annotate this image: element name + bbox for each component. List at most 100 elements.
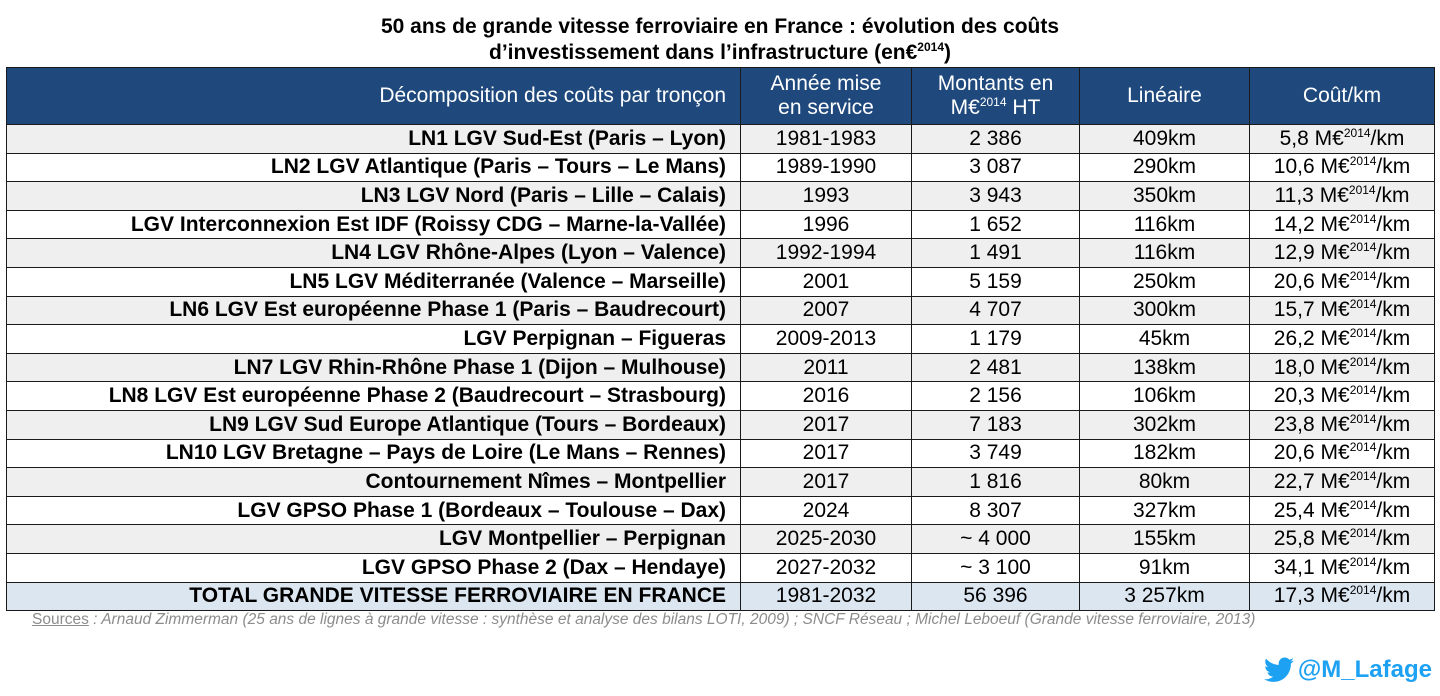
table-row: LN2 LGV Atlantique (Paris – Tours – Le M… — [6, 152, 1435, 183]
cell-year: 2009-2013 — [740, 324, 912, 354]
table-row: Contournement Nîmes – Montpellier 2017 1 8… — [6, 467, 1435, 497]
cost-value: 20,6 — [1273, 269, 1315, 293]
cost-unit: M€ — [1320, 469, 1350, 493]
cost-unit-sup: 2014 — [1349, 411, 1377, 426]
cost-unit-suffix: /km — [1376, 584, 1411, 608]
cell-year: 2001 — [740, 266, 912, 297]
cost-value: 14,2 — [1273, 212, 1315, 236]
cost-value: 20,6 — [1273, 441, 1315, 465]
cell-length: 300km — [1079, 295, 1250, 326]
cell-year: 1993 — [740, 181, 912, 211]
cell-year: 2007 — [740, 295, 912, 326]
header-amount-suffix: HT — [1006, 96, 1041, 119]
cell-year: 1981-1983 — [740, 124, 912, 154]
cell-length: 80km — [1079, 467, 1250, 497]
cell-length: 91km — [1079, 552, 1250, 583]
cell-year: 2025-2030 — [740, 524, 912, 554]
cost-unit: M€ — [1314, 126, 1344, 150]
cell-length: 302km — [1079, 409, 1250, 440]
table-row: LN3 LGV Nord (Paris – Lille – Calais) 199… — [6, 181, 1435, 211]
cell-amount: 3 749 — [911, 438, 1080, 469]
cell-cost-per-km: 17,3 M€2014/km — [1249, 581, 1435, 612]
cell-cost-per-km: 5,8 M€2014/km — [1249, 124, 1435, 154]
cell-length: 45km — [1079, 324, 1250, 354]
cost-unit-suffix: /km — [1376, 469, 1411, 493]
cell-section-name: LN4 LGV Rhône-Alpes (Lyon – Valence) — [6, 238, 741, 268]
cost-unit-sup: 2014 — [1349, 468, 1377, 483]
cell-year: 2016 — [740, 381, 912, 411]
cost-value: 34,1 — [1273, 555, 1315, 579]
cost-unit-sup: 2014 — [1349, 211, 1377, 226]
cost-value: 17,3 — [1273, 584, 1315, 608]
table-row: LN8 LGV Est européenne Phase 2 (Baudreco… — [6, 381, 1435, 411]
cell-section-name: LGV GPSO Phase 2 (Dax – Hendaye) — [6, 552, 741, 583]
cost-value: 26,2 — [1273, 326, 1315, 350]
cell-section-name: LN7 LGV Rhin-Rhône Phase 1 (Dijon – Mulh… — [6, 352, 741, 383]
cell-cost-per-km: 25,4 M€2014/km — [1249, 495, 1435, 526]
cost-unit-suffix: /km — [1370, 126, 1405, 150]
cell-year: 2027-2032 — [740, 552, 912, 583]
cost-unit-sup: 2014 — [1349, 383, 1377, 398]
twitter-handle: @M_Lafage — [1297, 656, 1432, 683]
cell-section-name: LN3 LGV Nord (Paris – Lille – Calais) — [6, 181, 741, 211]
cost-value: 22,7 — [1273, 469, 1315, 493]
header-year-line-2: en service — [778, 96, 874, 119]
table-row: LGV Perpignan – Figueras 2009-2013 1 179 45… — [6, 324, 1435, 354]
cell-length: 106km — [1079, 381, 1250, 411]
cell-amount: 1 816 — [911, 467, 1080, 497]
cell-section-name: LN9 LGV Sud Europe Atlantique (Tours – B… — [6, 409, 741, 440]
cost-unit: M€ — [1320, 269, 1350, 293]
cost-value: 5,8 — [1279, 126, 1309, 150]
cost-unit: M€ — [1320, 298, 1350, 322]
cell-section-name: LN2 LGV Atlantique (Paris – Tours – Le M… — [6, 152, 741, 183]
cell-cost-per-km: 20,3 M€2014/km — [1249, 381, 1435, 411]
cell-section-name: LGV Montpellier – Perpignan — [6, 524, 741, 554]
cell-section-name: LGV GPSO Phase 1 (Bordeaux – Toulouse – … — [6, 495, 741, 526]
cost-unit-suffix: /km — [1376, 441, 1411, 465]
cell-section-name: LN5 LGV Méditerranée (Valence – Marseill… — [6, 266, 741, 297]
cost-unit-suffix: /km — [1376, 555, 1411, 579]
cell-amount: 2 481 — [911, 352, 1080, 383]
cell-cost-per-km: 25,8 M€2014/km — [1249, 524, 1435, 554]
header-year-line-1: Année mise — [770, 72, 882, 95]
cost-value: 10,6 — [1273, 155, 1315, 179]
cost-unit-sup: 2014 — [1349, 526, 1377, 541]
cell-length: 3 257km — [1079, 581, 1250, 612]
cell-cost-per-km: 10,6 M€2014/km — [1249, 152, 1435, 183]
cell-amount: ~ 4 000 — [911, 524, 1080, 554]
title-line-2: d’investissement dans l’infrastructure (… — [0, 40, 1440, 66]
cell-amount: 1 179 — [911, 324, 1080, 354]
cell-amount: 1 652 — [911, 209, 1080, 240]
twitter-bird-icon — [1263, 657, 1294, 682]
cost-value: 23,8 — [1273, 412, 1315, 436]
header-year: Année mise en service — [740, 67, 912, 125]
cell-cost-per-km: 22,7 M€2014/km — [1249, 467, 1435, 497]
cost-unit-sup: 2014 — [1349, 325, 1377, 340]
cell-length: 350km — [1079, 181, 1250, 211]
cost-unit: M€ — [1320, 527, 1350, 551]
cell-length: 327km — [1079, 495, 1250, 526]
cost-unit-suffix: /km — [1376, 298, 1411, 322]
sources-text: : Arnaud Zimmerman (25 ans de lignes à g… — [88, 611, 1256, 628]
table-row: LGV GPSO Phase 2 (Dax – Hendaye) 2027-203… — [6, 552, 1435, 583]
cost-value: 11,3 — [1274, 183, 1314, 207]
header-section: Décomposition des coûts par tronçon — [6, 67, 741, 125]
cell-length: 182km — [1079, 438, 1250, 469]
cell-cost-per-km: 20,6 M€2014/km — [1249, 438, 1435, 469]
table-total-row: TOTAL GRANDE VITESSE FERROVIAIRE EN FRAN… — [6, 581, 1435, 612]
table-row: LGV GPSO Phase 1 (Bordeaux – Toulouse – … — [6, 495, 1435, 526]
header-cost-per-km: Coût/km — [1249, 67, 1435, 125]
cost-unit-sup: 2014 — [1349, 354, 1377, 369]
cost-unit-suffix: /km — [1376, 326, 1411, 350]
cell-amount: 2 156 — [911, 381, 1080, 411]
cost-unit: M€ — [1320, 384, 1350, 408]
cell-amount: 3 087 — [911, 152, 1080, 183]
table-row: LGV Montpellier – Perpignan 2025-2030 ~ 4 … — [6, 524, 1435, 554]
table-row: LGV Interconnexion Est IDF (Roissy CDG –… — [6, 209, 1435, 240]
cell-year: 2017 — [740, 467, 912, 497]
cost-unit-sup: 2014 — [1348, 182, 1376, 197]
cost-unit-suffix: /km — [1376, 241, 1411, 265]
cell-year: 1992-1994 — [740, 238, 912, 268]
cell-section-name: Contournement Nîmes – Montpellier — [6, 467, 741, 497]
cost-unit-sup: 2014 — [1349, 240, 1377, 255]
